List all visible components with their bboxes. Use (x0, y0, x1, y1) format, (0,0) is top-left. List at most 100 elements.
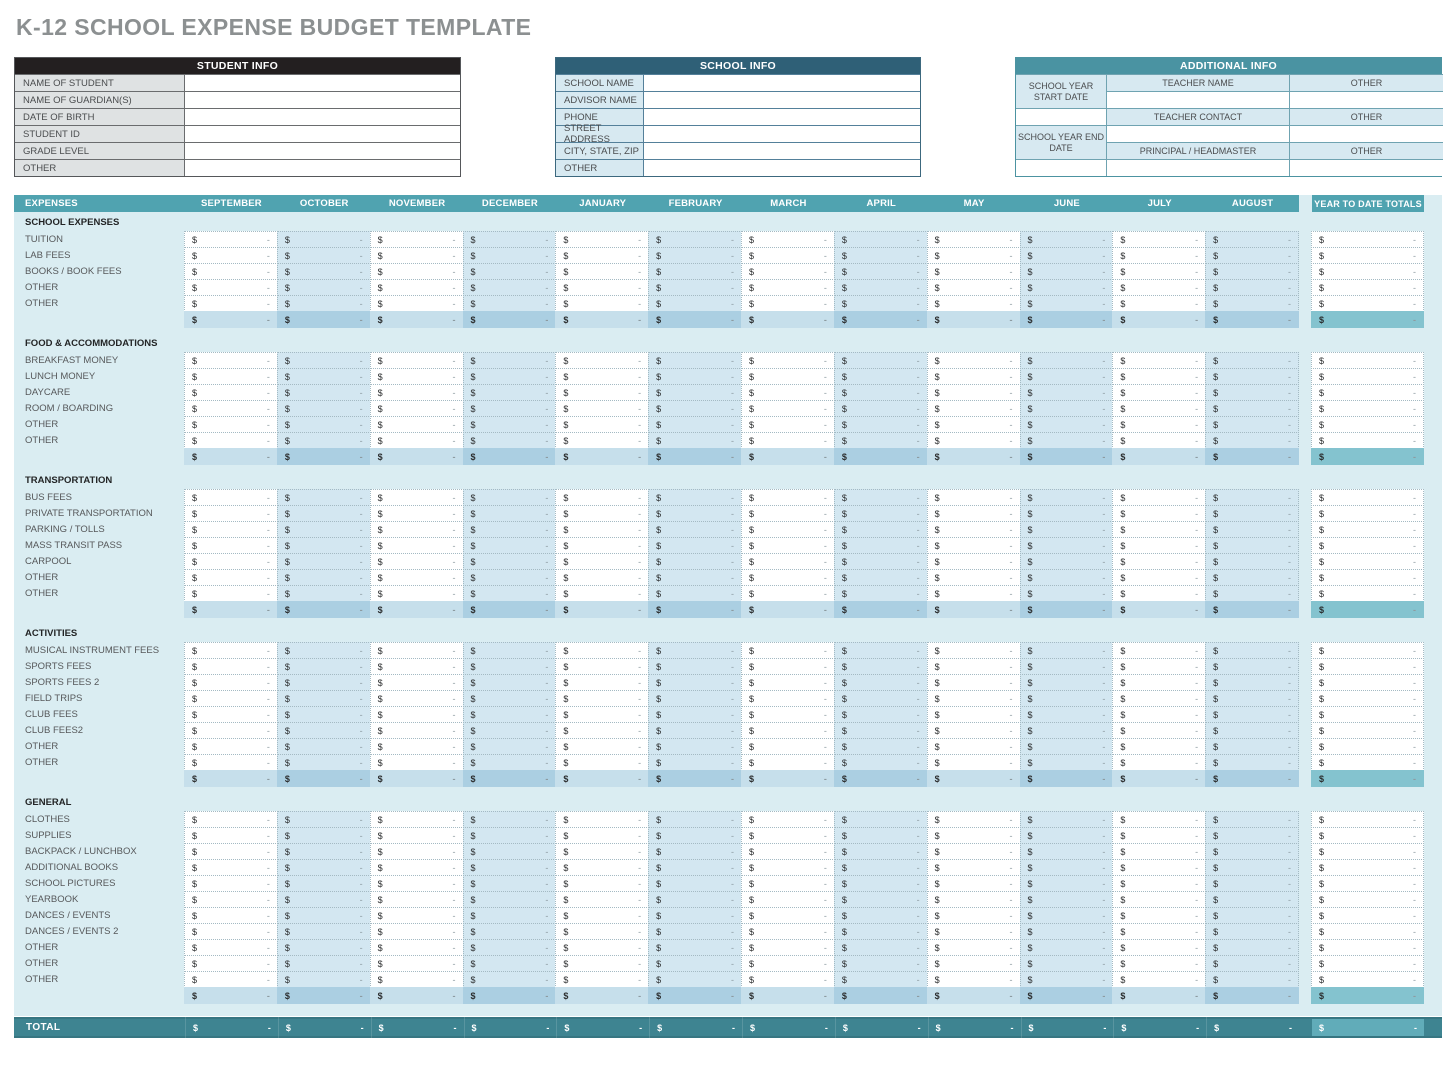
amount-cell[interactable]: $ - (926, 368, 1021, 385)
amount-cell[interactable]: $ - (462, 400, 557, 417)
amount-cell[interactable]: $ - (1112, 642, 1207, 659)
amount-cell[interactable]: $ - (184, 827, 278, 844)
amount-cell[interactable]: $ - (462, 754, 557, 771)
amount-cell[interactable]: $ - (1019, 231, 1114, 248)
amount-cell[interactable]: $ - (276, 811, 371, 828)
amount-cell[interactable]: $ - (741, 416, 835, 433)
school-year-end-input[interactable] (1016, 159, 1106, 176)
amount-cell[interactable]: $ - (276, 706, 371, 723)
amount-cell[interactable]: $ - (926, 642, 1021, 659)
amount-cell[interactable]: $ - (741, 690, 835, 707)
amount-cell[interactable]: $ - (369, 754, 464, 771)
amount-cell[interactable]: $ - (184, 955, 278, 972)
amount-cell[interactable]: $ - (741, 738, 835, 755)
amount-cell[interactable]: $ - (276, 827, 371, 844)
amount-cell[interactable]: $ - (1205, 706, 1299, 723)
amount-cell[interactable]: $ - (1205, 231, 1299, 248)
amount-cell[interactable]: $ - (462, 722, 557, 739)
amount-cell[interactable]: $ - (1205, 843, 1299, 860)
amount-cell[interactable]: $ - (741, 553, 835, 570)
amount-cell[interactable]: $ - (926, 505, 1021, 522)
amount-cell[interactable]: $ - (1205, 738, 1299, 755)
amount-cell[interactable]: $ - (462, 738, 557, 755)
amount-cell[interactable]: $ - (833, 674, 928, 691)
amount-cell[interactable]: $ - (741, 521, 835, 538)
amount-cell[interactable]: $ - (1205, 505, 1299, 522)
amount-cell[interactable]: $ - (184, 432, 278, 449)
amount-cell[interactable]: $ - (833, 642, 928, 659)
info-input-cell[interactable] (644, 92, 920, 108)
amount-cell[interactable]: $ - (369, 811, 464, 828)
school-year-start-input[interactable] (1016, 108, 1106, 125)
amount-cell[interactable]: $ - (462, 955, 557, 972)
amount-cell[interactable]: $ - (462, 279, 557, 296)
amount-cell[interactable]: $ - (369, 521, 464, 538)
amount-cell[interactable]: $ - (555, 722, 650, 739)
info-input-cell[interactable] (644, 160, 920, 176)
amount-cell[interactable]: $ - (833, 658, 928, 675)
amount-cell[interactable]: $ - (276, 875, 371, 892)
amount-cell[interactable]: $ - (1019, 971, 1114, 988)
amount-cell[interactable]: $ - (648, 955, 742, 972)
amount-cell[interactable]: $ - (833, 521, 928, 538)
amount-cell[interactable]: $ - (276, 955, 371, 972)
amount-cell[interactable]: $ - (648, 827, 742, 844)
amount-cell[interactable]: $ - (833, 569, 928, 586)
amount-cell[interactable]: $ - (1205, 553, 1299, 570)
amount-cell[interactable]: $ - (276, 674, 371, 691)
ytd-amount-cell[interactable]: $ - (1311, 521, 1424, 538)
amount-cell[interactable]: $ - (184, 400, 278, 417)
contact-other-input[interactable] (1289, 91, 1443, 108)
amount-cell[interactable]: $ - (369, 827, 464, 844)
amount-cell[interactable]: $ - (648, 263, 742, 280)
amount-cell[interactable]: $ - (462, 706, 557, 723)
amount-cell[interactable]: $ - (369, 432, 464, 449)
amount-cell[interactable]: $ - (741, 891, 835, 908)
amount-cell[interactable]: $ - (833, 738, 928, 755)
amount-cell[interactable]: $ - (462, 642, 557, 659)
ytd-amount-cell[interactable]: $ - (1311, 955, 1424, 972)
amount-cell[interactable]: $ - (184, 706, 278, 723)
amount-cell[interactable]: $ - (1112, 521, 1207, 538)
amount-cell[interactable]: $ - (741, 674, 835, 691)
amount-cell[interactable]: $ - (741, 923, 835, 940)
amount-cell[interactable]: $ - (648, 295, 742, 312)
amount-cell[interactable]: $ - (648, 384, 742, 401)
amount-cell[interactable]: $ - (276, 384, 371, 401)
amount-cell[interactable]: $ - (741, 432, 835, 449)
amount-cell[interactable]: $ - (184, 658, 278, 675)
amount-cell[interactable]: $ - (833, 400, 928, 417)
amount-cell[interactable]: $ - (1019, 875, 1114, 892)
amount-cell[interactable]: $ - (648, 875, 742, 892)
amount-cell[interactable]: $ - (833, 754, 928, 771)
amount-cell[interactable]: $ - (1019, 674, 1114, 691)
amount-cell[interactable]: $ - (369, 295, 464, 312)
amount-cell[interactable]: $ - (276, 690, 371, 707)
amount-cell[interactable]: $ - (555, 875, 650, 892)
amount-cell[interactable]: $ - (648, 553, 742, 570)
amount-cell[interactable]: $ - (1205, 971, 1299, 988)
amount-cell[interactable]: $ - (555, 279, 650, 296)
amount-cell[interactable]: $ - (1112, 295, 1207, 312)
amount-cell[interactable]: $ - (926, 690, 1021, 707)
amount-cell[interactable]: $ - (369, 722, 464, 739)
amount-cell[interactable]: $ - (462, 811, 557, 828)
amount-cell[interactable]: $ - (1112, 263, 1207, 280)
info-input-cell[interactable] (185, 126, 460, 142)
amount-cell[interactable]: $ - (369, 384, 464, 401)
amount-cell[interactable]: $ - (462, 432, 557, 449)
amount-cell[interactable]: $ - (741, 279, 835, 296)
ytd-amount-cell[interactable]: $ - (1311, 690, 1424, 707)
amount-cell[interactable]: $ - (184, 279, 278, 296)
amount-cell[interactable]: $ - (1205, 859, 1299, 876)
amount-cell[interactable]: $ - (462, 247, 557, 264)
amount-cell[interactable]: $ - (369, 247, 464, 264)
amount-cell[interactable]: $ - (741, 295, 835, 312)
amount-cell[interactable]: $ - (184, 489, 278, 506)
amount-cell[interactable]: $ - (462, 690, 557, 707)
contact-name-input[interactable] (1106, 91, 1289, 108)
amount-cell[interactable]: $ - (741, 384, 835, 401)
amount-cell[interactable]: $ - (555, 368, 650, 385)
amount-cell[interactable]: $ - (741, 400, 835, 417)
amount-cell[interactable]: $ - (369, 569, 464, 586)
